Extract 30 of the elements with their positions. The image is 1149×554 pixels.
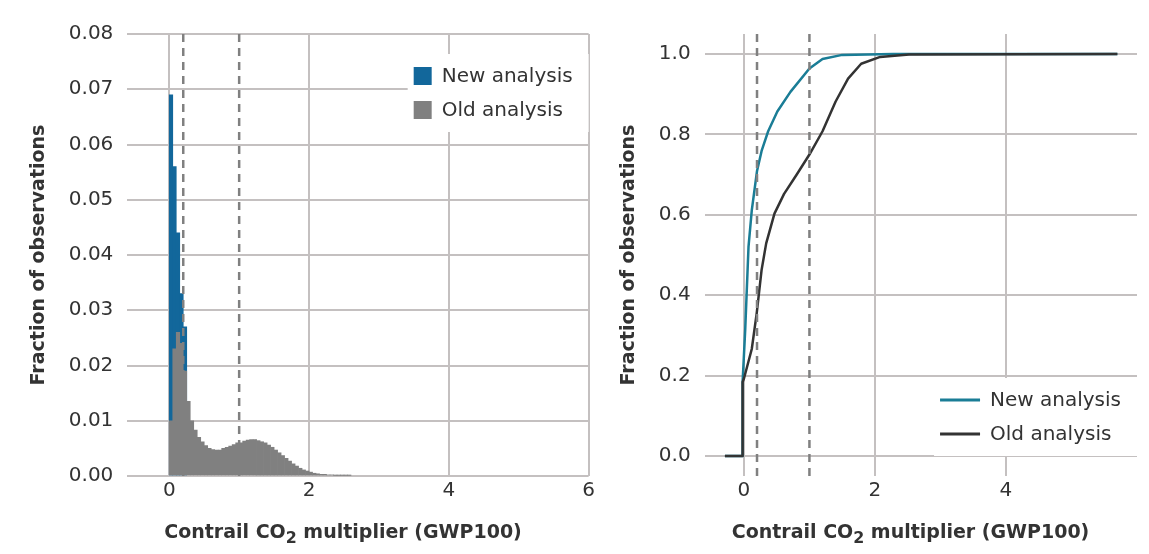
legend-label: New analysis <box>441 63 573 88</box>
y-tick-label: 0.04 <box>68 241 114 266</box>
y-tick-label: 0.07 <box>68 75 114 100</box>
x-tick-label: 0 <box>737 477 751 502</box>
x-tick-label: 2 <box>302 477 316 502</box>
y-axis-title: Fraction of observations <box>616 124 639 386</box>
legend-label: Old analysis <box>990 421 1112 446</box>
x-tick-label: 4 <box>999 477 1013 502</box>
x-tick-label: 6 <box>582 477 595 502</box>
y-tick-label: 0.6 <box>658 201 691 226</box>
y-tick-label: 0.4 <box>658 281 691 306</box>
y-tick-label: 0.02 <box>68 351 114 376</box>
x-tick-label: 0 <box>162 477 176 502</box>
y-tick-label: 0.2 <box>658 361 691 386</box>
y-tick-label: 0.8 <box>658 120 691 145</box>
legend-label: New analysis <box>990 387 1122 412</box>
legend-label: Old analysis <box>441 97 564 122</box>
x-tick-label: 2 <box>868 477 882 502</box>
y-tick-label: 0.06 <box>68 130 114 155</box>
y-tick-label: 0.00 <box>68 462 114 487</box>
y-tick-label: 0.08 <box>68 20 114 45</box>
y-tick-label: 0.0 <box>658 442 691 467</box>
y-tick-label: 0.03 <box>68 296 114 321</box>
x-axis-title: Contrail CO$_{2}$ multiplier (GWP100) <box>163 520 522 547</box>
x-tick-label: 4 <box>442 477 456 502</box>
x-axis-title: Contrail CO$_{2}$ multiplier (GWP100) <box>730 520 1090 547</box>
y-axis-title: Fraction of observations <box>26 124 49 386</box>
y-tick-label: 0.01 <box>68 406 114 431</box>
y-tick-label: 0.05 <box>68 185 114 210</box>
y-tick-label: 1.0 <box>658 40 691 65</box>
